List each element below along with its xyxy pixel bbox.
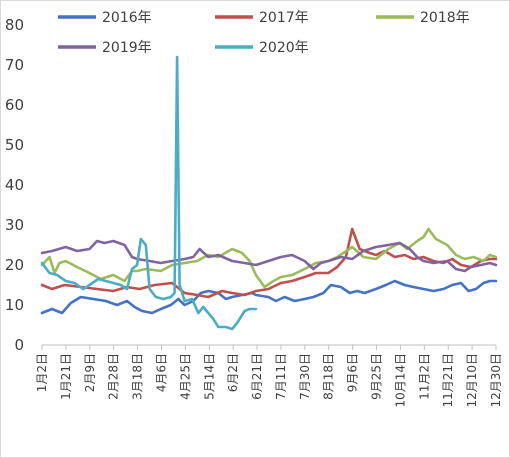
x-tick-label: 1月21日	[59, 353, 73, 400]
x-tick-label: 4月25日	[178, 353, 192, 400]
x-tick-label: 11月21日	[441, 353, 455, 408]
x-tick-label: 8月18日	[322, 353, 336, 400]
series-line-2020	[40, 55, 258, 331]
legend: 2016年 2017年 2018年 2019年 2020年	[58, 10, 470, 56]
y-tick-label: 10	[5, 296, 24, 314]
y-tick-label: 70	[5, 56, 24, 74]
x-tick-label: 7月11日	[274, 353, 288, 400]
x-tick-label: 10月14日	[393, 353, 407, 408]
series-line-2018	[40, 227, 498, 289]
x-tick-label: 2月9日	[83, 353, 97, 392]
x-tick-label: 5月14日	[202, 353, 216, 400]
y-tick-label: 0	[14, 336, 24, 354]
x-tick-label: 6月2日	[226, 353, 240, 392]
x-tick-label: 12月10日	[465, 353, 479, 408]
x-tick-label: 2月28日	[107, 353, 121, 400]
x-tick-label: 3月18日	[131, 353, 145, 400]
legend-label-2016: 2016年	[102, 10, 152, 26]
legend-label-2020: 2020年	[259, 40, 309, 56]
y-tick-label: 80	[5, 16, 24, 34]
series-line-2017	[40, 227, 498, 299]
legend-label-2017: 2017年	[259, 10, 309, 26]
x-tick-label: 9月6日	[346, 353, 360, 392]
axes: 0 10 20 30 40 50 60 70 80 1月2日 1月21日 2月9日 2月28日 3月18日…	[5, 16, 503, 408]
x-tick-label: 4月6日	[154, 353, 168, 392]
y-tick-label: 30	[5, 216, 24, 234]
y-tick-label: 20	[5, 256, 24, 274]
x-tick-label: 6月21日	[250, 353, 264, 400]
y-tick-label: 60	[5, 96, 24, 114]
x-tick-label: 9月25日	[370, 353, 384, 400]
x-tick-label: 1月2日	[35, 353, 49, 392]
x-tick-label: 11月2日	[417, 353, 431, 400]
series-line-2016	[40, 279, 498, 315]
y-tick-label: 40	[5, 176, 24, 194]
x-tick-label: 7月30日	[298, 353, 312, 400]
x-tick-label: 12月30日	[489, 353, 503, 408]
y-tick-label: 50	[5, 136, 24, 154]
series-line-2019	[40, 239, 498, 273]
legend-label-2018: 2018年	[420, 10, 470, 26]
plot-area	[40, 55, 498, 331]
legend-label-2019: 2019年	[102, 40, 152, 56]
